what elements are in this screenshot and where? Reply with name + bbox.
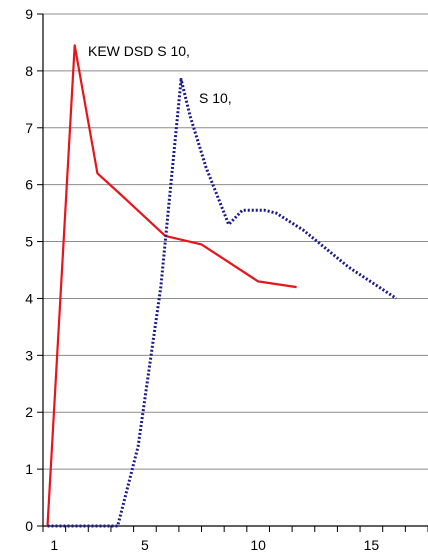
series-label-kew-dsd: KEW DSD S 10, xyxy=(88,43,190,59)
y-tick-label-7: 7 xyxy=(25,120,33,136)
y-tick-label-1: 1 xyxy=(25,461,33,477)
y-tick-label-3: 3 xyxy=(25,347,33,363)
series-layer xyxy=(46,44,398,528)
y-tick-label-6: 6 xyxy=(25,177,33,193)
y-tick-label-5: 5 xyxy=(25,234,33,250)
series-line-1 xyxy=(47,77,398,528)
plot-area xyxy=(43,14,428,526)
y-tick-label-8: 8 xyxy=(25,63,33,79)
series-label-s10: S 10, xyxy=(199,90,232,106)
y-tick-label-0: 0 xyxy=(25,518,33,534)
y-tick-label-2: 2 xyxy=(25,404,33,420)
x-tick-label-1: 1 xyxy=(50,537,58,553)
y-tick-label-4: 4 xyxy=(25,290,33,306)
series-line-0 xyxy=(46,44,297,527)
x-tick-label-10: 10 xyxy=(250,537,266,553)
x-tick-label-15: 15 xyxy=(364,537,380,553)
grid-lines xyxy=(43,13,428,470)
x-tick-label-5: 5 xyxy=(141,537,149,553)
y-tick-label-9: 9 xyxy=(25,6,33,22)
series-labels: KEW DSD S 10, S 10, xyxy=(88,43,232,106)
